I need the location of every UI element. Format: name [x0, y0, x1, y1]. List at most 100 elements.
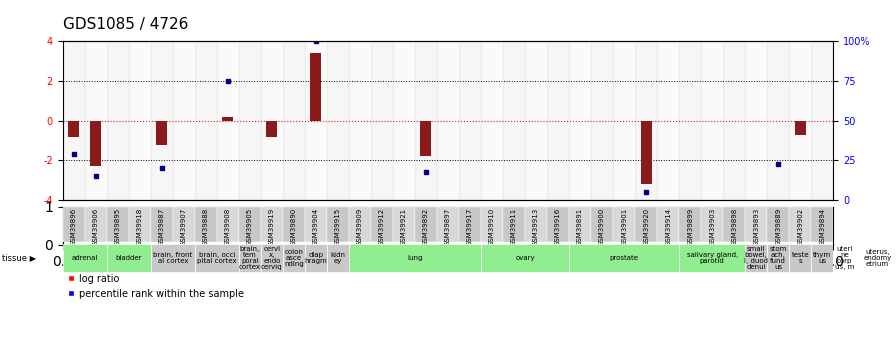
Bar [283, 207, 305, 242]
Text: GSM39910: GSM39910 [489, 208, 495, 246]
Bar [767, 244, 789, 272]
Text: GSM39902: GSM39902 [797, 208, 803, 246]
Bar [547, 41, 569, 200]
Text: uterus,
endomy
etrium: uterus, endomy etrium [863, 249, 892, 267]
Bar [393, 41, 415, 200]
Bar [327, 207, 349, 242]
Bar [525, 41, 547, 200]
Bar [789, 207, 811, 242]
Bar [239, 41, 261, 200]
Bar [194, 207, 217, 242]
Bar [156, 121, 168, 145]
Bar [723, 41, 745, 200]
Bar [856, 244, 896, 272]
Bar [283, 244, 305, 272]
Bar [349, 207, 371, 242]
Text: uteri
ne
corp
us, m: uteri ne corp us, m [834, 246, 854, 270]
Text: GSM39919: GSM39919 [269, 208, 275, 246]
Text: GSM39908: GSM39908 [225, 208, 231, 246]
Bar [107, 244, 151, 272]
Text: thym
us: thym us [814, 252, 831, 264]
Text: brain,
tem
poral
cortex: brain, tem poral cortex [239, 246, 261, 270]
Bar [745, 244, 767, 272]
Bar [261, 207, 283, 242]
Bar [679, 41, 702, 200]
Text: stom
ach,
fund
us: stom ach, fund us [770, 246, 787, 270]
Text: GSM39892: GSM39892 [423, 208, 429, 246]
Bar [437, 207, 459, 242]
Text: GSM39920: GSM39920 [643, 208, 649, 246]
Bar [261, 244, 283, 272]
Bar [481, 41, 503, 200]
Bar [305, 244, 327, 272]
Bar [194, 244, 239, 272]
Bar [569, 244, 679, 272]
Text: kidn
ey: kidn ey [331, 252, 346, 264]
Bar [723, 207, 745, 242]
Bar [371, 41, 393, 200]
Text: GDS1085 / 4726: GDS1085 / 4726 [63, 17, 188, 32]
Text: colon
asce
nding: colon asce nding [284, 249, 304, 267]
Bar [767, 41, 789, 200]
Bar [415, 41, 437, 200]
Bar [151, 244, 194, 272]
Bar [173, 41, 194, 200]
Text: ovary: ovary [515, 255, 535, 261]
Bar [641, 121, 651, 184]
Bar [657, 41, 679, 200]
Text: GSM39904: GSM39904 [313, 208, 319, 246]
Bar [151, 41, 173, 200]
Bar [266, 121, 278, 137]
Bar [613, 41, 635, 200]
Text: lung: lung [408, 255, 423, 261]
Text: GSM39916: GSM39916 [556, 208, 561, 246]
Bar [68, 121, 79, 137]
Text: GSM39905: GSM39905 [247, 208, 253, 246]
Bar [657, 207, 679, 242]
Bar [702, 41, 723, 200]
Bar [679, 244, 745, 272]
Bar [833, 244, 856, 272]
Bar [349, 244, 481, 272]
Text: GSM39889: GSM39889 [775, 208, 781, 246]
Bar [217, 41, 239, 200]
Text: GSM39893: GSM39893 [754, 208, 759, 246]
Bar [63, 41, 85, 200]
Text: GSM39909: GSM39909 [357, 208, 363, 246]
Text: GSM39901: GSM39901 [621, 208, 627, 246]
Text: GSM39898: GSM39898 [731, 208, 737, 246]
Bar [569, 207, 591, 242]
Bar [503, 41, 525, 200]
Text: GSM39888: GSM39888 [202, 208, 209, 246]
Text: adrenal: adrenal [72, 255, 98, 261]
Bar [327, 41, 349, 200]
Bar [437, 41, 459, 200]
Bar [745, 41, 767, 200]
Bar [789, 244, 811, 272]
Text: GSM39907: GSM39907 [181, 208, 186, 246]
Bar [63, 244, 107, 272]
Bar [547, 207, 569, 242]
Bar [481, 207, 503, 242]
Bar [217, 207, 239, 242]
Bar [503, 207, 525, 242]
Bar [194, 41, 217, 200]
Text: bladder: bladder [116, 255, 142, 261]
Bar [129, 41, 151, 200]
Bar [789, 41, 811, 200]
Bar [239, 207, 261, 242]
Text: small
bowel,
I, duod
denui: small bowel, I, duod denui [745, 246, 768, 270]
Bar [591, 41, 613, 200]
Text: prostate: prostate [609, 255, 639, 261]
Text: brain, front
al cortex: brain, front al cortex [153, 252, 193, 264]
Bar [569, 41, 591, 200]
Text: GSM39903: GSM39903 [710, 208, 715, 246]
Text: brain, occi
pital cortex: brain, occi pital cortex [197, 252, 237, 264]
Text: diap
hragm: diap hragm [305, 252, 327, 264]
Bar [327, 244, 349, 272]
Text: GSM39890: GSM39890 [291, 208, 297, 246]
Bar [283, 41, 305, 200]
Bar [151, 207, 173, 242]
Text: GSM39906: GSM39906 [93, 208, 99, 246]
Text: GSM39896: GSM39896 [71, 208, 77, 246]
